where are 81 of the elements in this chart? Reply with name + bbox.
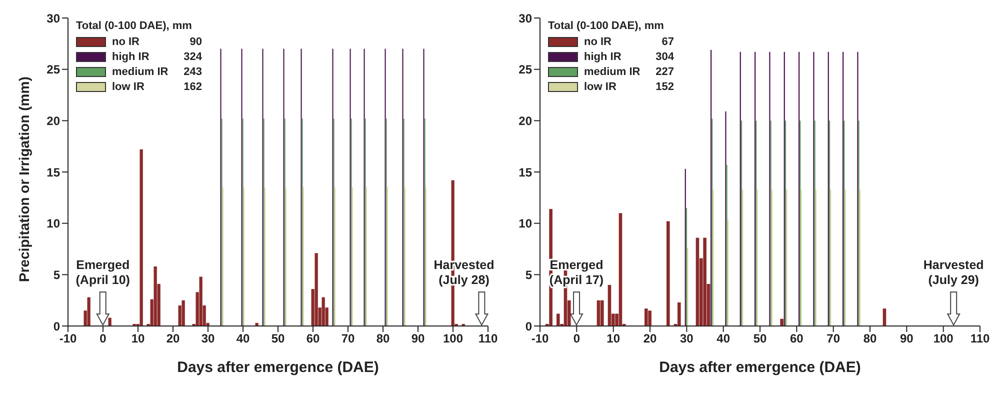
- x-tick-label: 0: [100, 332, 107, 346]
- x-tick-label: 20: [166, 332, 180, 346]
- x-tick-label: 50: [753, 332, 767, 346]
- bar: [678, 302, 681, 326]
- bar: [618, 213, 622, 326]
- bar: [608, 284, 612, 326]
- x-tick-label: 70: [826, 332, 840, 346]
- bar: [703, 238, 706, 326]
- legend-label: high IR: [584, 50, 622, 62]
- y-tick-label: 10: [518, 216, 532, 231]
- bar: [322, 297, 325, 326]
- legend-label: low IR: [584, 80, 618, 92]
- annotation: 90: [188, 36, 202, 48]
- x-tick-label: -10: [531, 332, 549, 346]
- annotation: 324: [182, 50, 202, 62]
- y-tick-label: 25: [46, 62, 60, 77]
- y-tick-label: 30: [518, 11, 532, 26]
- y-tick-label: 5: [525, 268, 532, 282]
- bar: [199, 276, 202, 326]
- y-tick-label: 0: [53, 319, 60, 334]
- x-tick-label: 50: [271, 332, 285, 346]
- x-tick-label: 70: [341, 332, 355, 346]
- legend-label: medium IR: [112, 66, 170, 78]
- y-tick-label: 10: [46, 216, 60, 231]
- bar: [644, 308, 648, 326]
- bar: [140, 149, 143, 326]
- annotation: 162: [182, 80, 202, 92]
- bar: [600, 300, 604, 326]
- annotation: 227: [654, 66, 674, 78]
- bar: [780, 318, 784, 326]
- x-tick-label: 100: [933, 332, 954, 346]
- bar: [556, 314, 560, 326]
- x-tick-label: 80: [863, 332, 877, 346]
- annotation: 243: [182, 66, 202, 78]
- y-tick-label: 20: [518, 114, 532, 128]
- bar: [696, 238, 700, 326]
- annotation: Harvested (July 29): [923, 258, 984, 287]
- bar: [182, 300, 185, 326]
- x-tick-label: 90: [900, 332, 914, 346]
- x-axis-title: Days after emergence (DAE): [177, 359, 379, 376]
- x-tick-label: 40: [236, 332, 250, 346]
- legend-label: medium IR: [584, 66, 642, 78]
- legend-label: no IR: [112, 36, 140, 48]
- x-tick-label: 30: [201, 332, 215, 346]
- y-tick-label: 20: [46, 114, 60, 128]
- x-tick-label: 90: [411, 332, 425, 346]
- y-tick-label: 5: [53, 268, 60, 282]
- x-tick-label: 40: [716, 332, 730, 346]
- annotation: Emerged (April 10): [76, 258, 130, 287]
- x-tick-label: 60: [790, 332, 804, 346]
- y-tick-label: 0: [525, 319, 532, 334]
- y-tick-label: 15: [518, 165, 532, 180]
- annotation: 304: [654, 50, 674, 62]
- legend-title: Total (0-100 DAE), mm: [548, 20, 665, 32]
- x-tick-label: -10: [59, 332, 77, 346]
- x-tick-label: 20: [643, 332, 657, 346]
- y-axis-title: Precipitation or Irrigation (mm): [16, 76, 32, 282]
- legend-label: low IR: [112, 80, 146, 92]
- x-tick-label: 10: [606, 332, 620, 346]
- y-tick-label: 30: [46, 11, 60, 26]
- annotation: 67: [660, 36, 674, 48]
- bar: [314, 253, 318, 326]
- x-tick-label: 10: [131, 332, 145, 346]
- x-axis-title: Days after emergence (DAE): [659, 359, 861, 376]
- legend-label: no IR: [584, 36, 612, 48]
- x-tick-label: 60: [306, 332, 320, 346]
- y-tick-label: 25: [518, 62, 532, 77]
- y-tick-label: 15: [46, 165, 60, 180]
- legend-label: high IR: [112, 50, 150, 62]
- bar: [666, 221, 670, 326]
- bar: [154, 266, 157, 326]
- x-tick-label: 110: [478, 332, 498, 346]
- bar: [648, 310, 652, 326]
- bar: [87, 297, 90, 326]
- x-tick-label: 0: [573, 332, 580, 346]
- annotation: 152: [654, 80, 674, 92]
- x-tick-label: 110: [970, 332, 990, 346]
- x-tick-label: 80: [376, 332, 390, 346]
- legend-title: Total (0-100 DAE), mm: [76, 20, 193, 32]
- x-tick-label: 30: [680, 332, 694, 346]
- x-tick-label: 100: [442, 332, 464, 346]
